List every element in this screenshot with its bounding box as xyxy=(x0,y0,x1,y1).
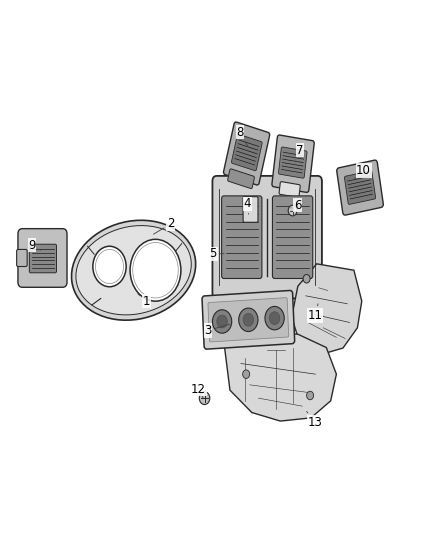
FancyBboxPatch shape xyxy=(272,135,314,192)
FancyBboxPatch shape xyxy=(228,169,254,189)
Ellipse shape xyxy=(71,220,196,320)
FancyBboxPatch shape xyxy=(29,244,57,273)
Text: 11: 11 xyxy=(308,304,323,322)
FancyBboxPatch shape xyxy=(231,134,262,171)
FancyBboxPatch shape xyxy=(223,122,270,185)
Text: 4: 4 xyxy=(244,197,251,214)
FancyBboxPatch shape xyxy=(222,196,262,278)
Circle shape xyxy=(239,308,258,332)
Text: 3: 3 xyxy=(205,324,230,337)
FancyBboxPatch shape xyxy=(202,290,295,349)
Circle shape xyxy=(265,306,284,330)
Polygon shape xyxy=(224,332,336,421)
Circle shape xyxy=(212,310,232,333)
Text: 9: 9 xyxy=(28,239,41,252)
Circle shape xyxy=(199,392,210,405)
Text: 1: 1 xyxy=(138,294,151,308)
FancyBboxPatch shape xyxy=(243,197,258,222)
Circle shape xyxy=(269,312,280,325)
FancyBboxPatch shape xyxy=(18,229,67,287)
Circle shape xyxy=(303,274,310,283)
FancyBboxPatch shape xyxy=(279,147,307,178)
Circle shape xyxy=(243,370,250,378)
FancyBboxPatch shape xyxy=(344,171,376,204)
Text: 12: 12 xyxy=(191,383,206,398)
FancyBboxPatch shape xyxy=(279,182,300,197)
FancyBboxPatch shape xyxy=(17,249,27,266)
Text: 5: 5 xyxy=(210,247,224,260)
Circle shape xyxy=(307,391,314,400)
FancyBboxPatch shape xyxy=(208,297,289,342)
Text: 2: 2 xyxy=(153,217,175,234)
Text: 10: 10 xyxy=(355,164,371,179)
FancyBboxPatch shape xyxy=(337,160,383,215)
Circle shape xyxy=(288,205,297,216)
Text: 6: 6 xyxy=(291,199,302,212)
Ellipse shape xyxy=(76,225,191,315)
Polygon shape xyxy=(292,264,362,354)
Text: 7: 7 xyxy=(295,144,304,160)
Circle shape xyxy=(93,246,126,287)
Text: 13: 13 xyxy=(307,411,323,429)
Circle shape xyxy=(130,239,181,301)
Text: 8: 8 xyxy=(237,126,248,147)
FancyBboxPatch shape xyxy=(272,196,313,278)
Circle shape xyxy=(243,313,254,326)
Circle shape xyxy=(217,315,227,328)
FancyBboxPatch shape xyxy=(212,176,322,298)
